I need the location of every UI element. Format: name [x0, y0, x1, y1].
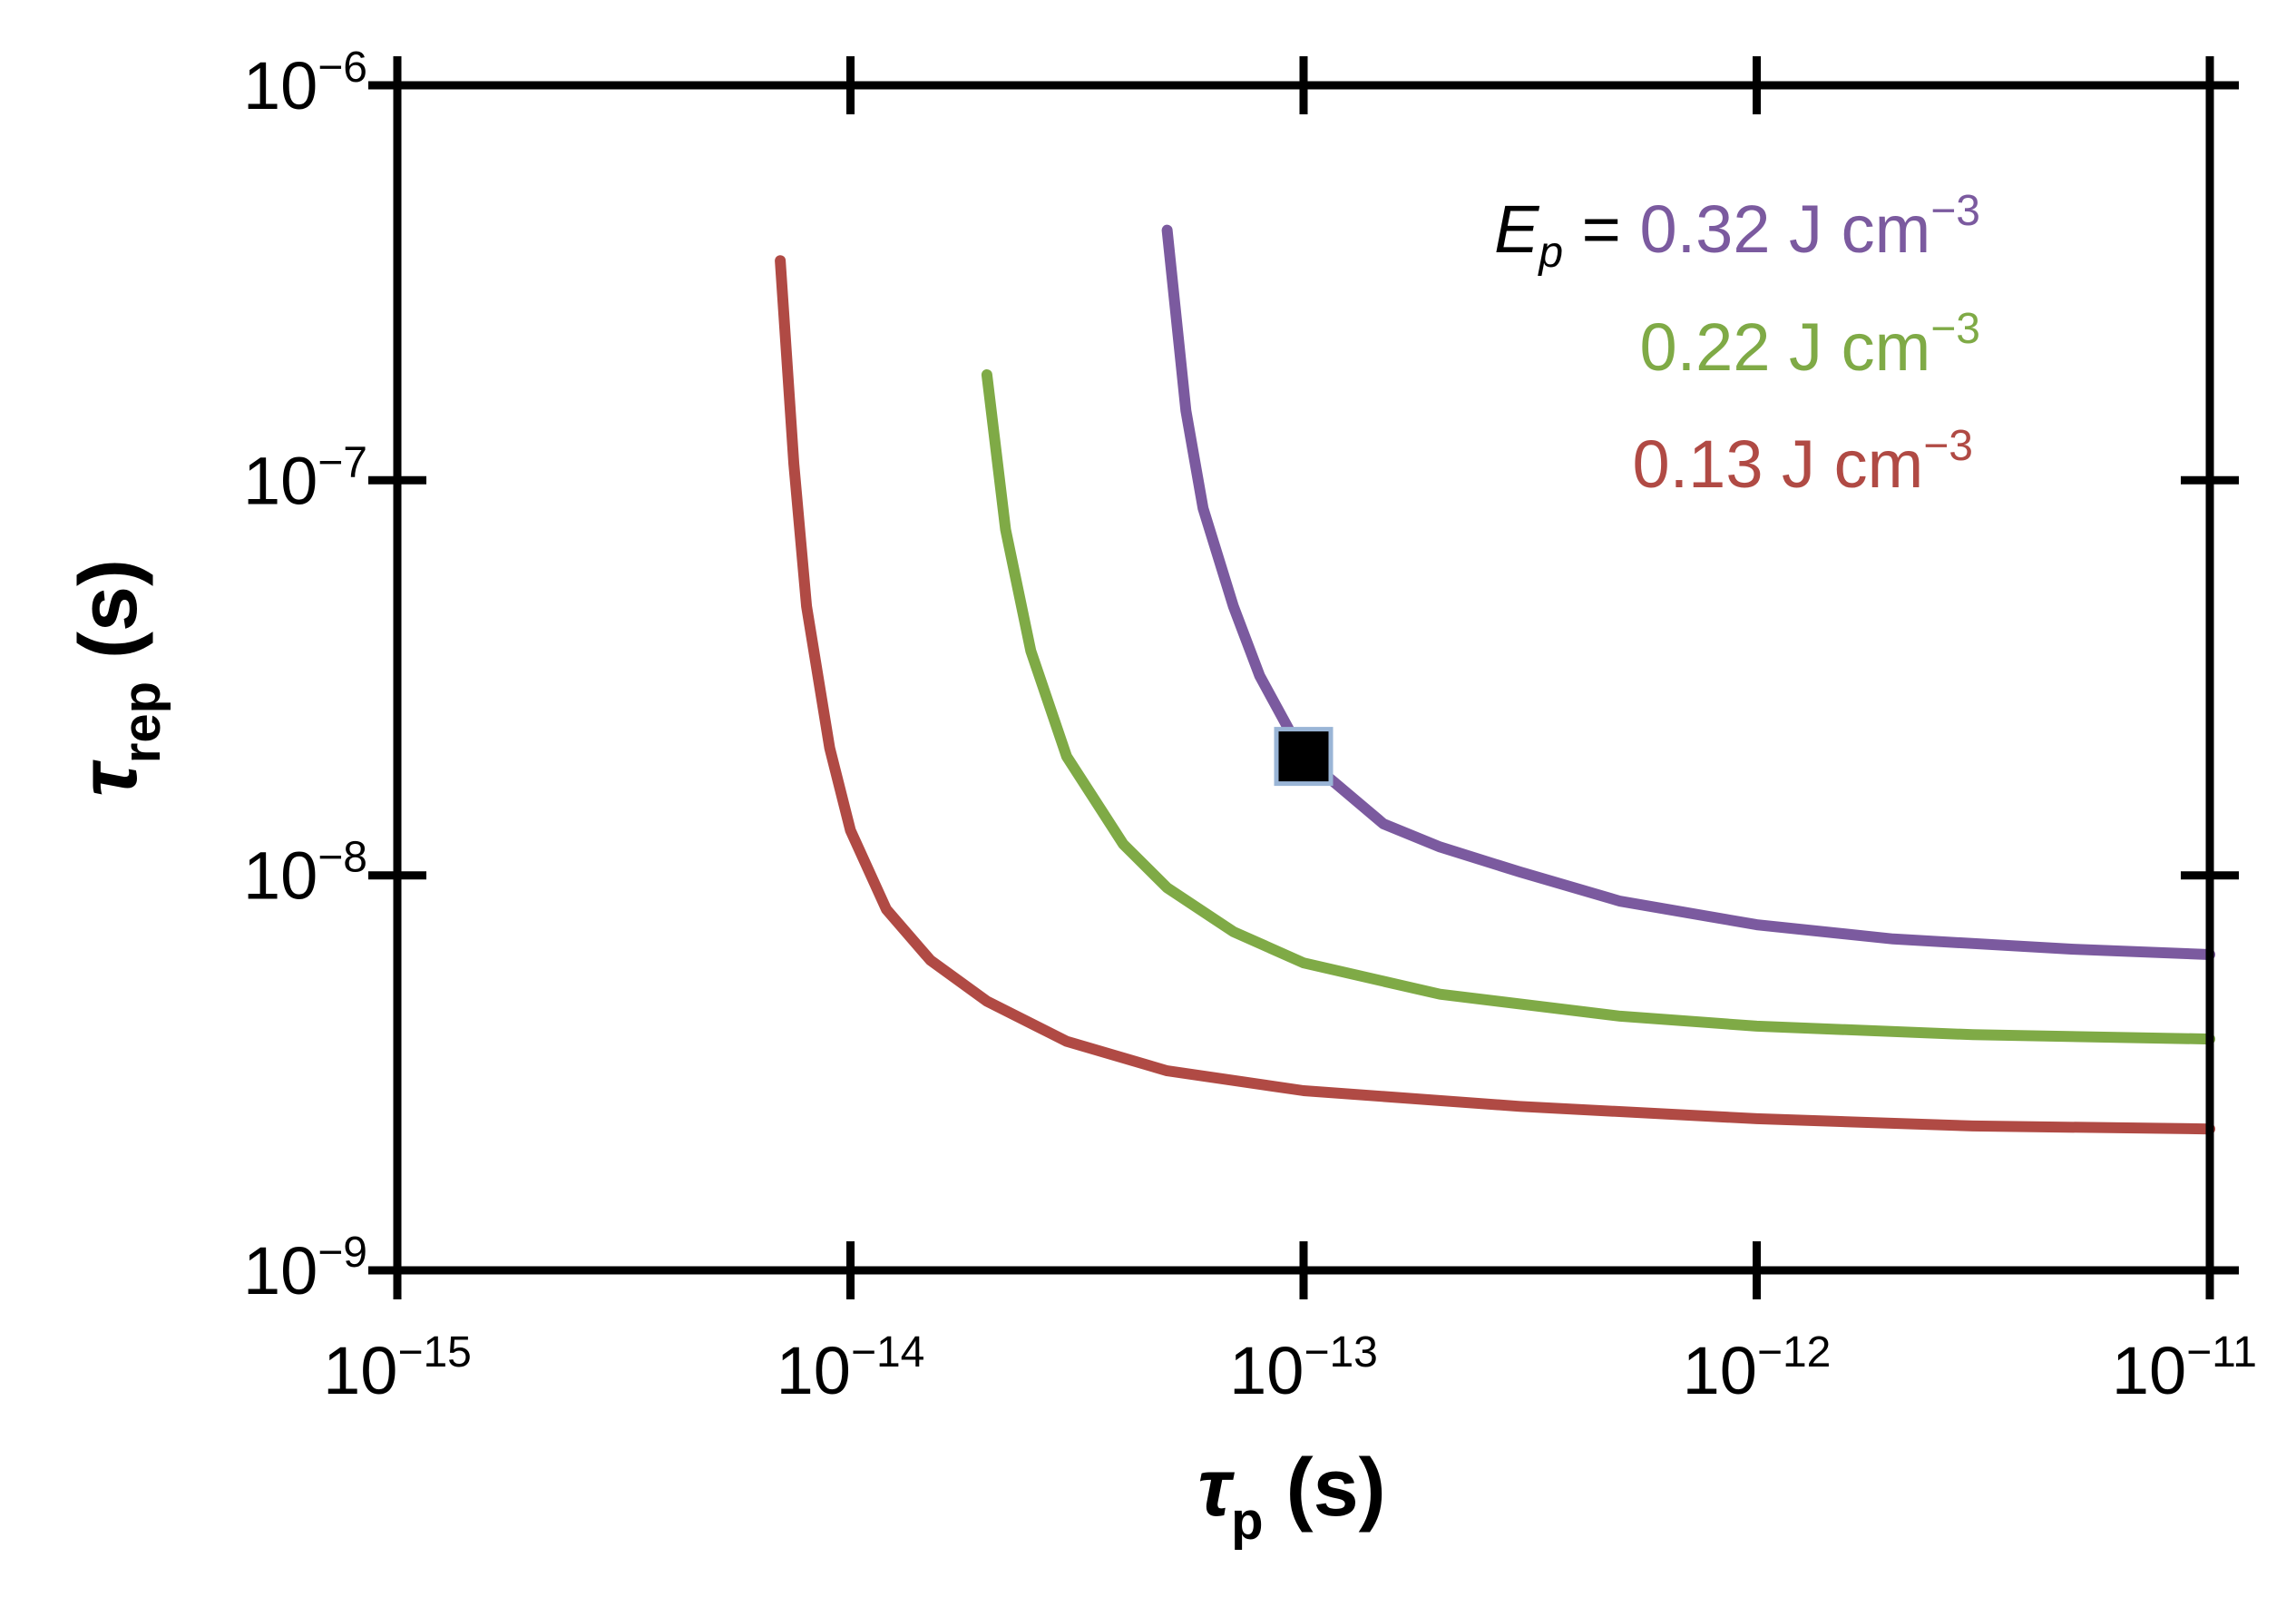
y-tick-label-1: 10−8 [243, 834, 367, 914]
series-layer [775, 224, 2215, 1135]
legend-entry-0-13: 0.13 J cm−3 [1632, 422, 1973, 502]
series-line-1 [1161, 224, 2215, 960]
x-tick-label-3: 10−12 [1683, 1328, 1832, 1408]
legend: Ep = 0.32 J cm−3 0.22 J cm−3 0.13 J cm−3 [1494, 187, 1980, 502]
x-axis-title: τp (s) [1197, 1443, 1385, 1551]
x-tick-label-4: 10−11 [2112, 1328, 2257, 1408]
x-tick-label-1: 10−14 [777, 1328, 925, 1408]
legend-entry-0-22: 0.22 J cm−3 [1639, 305, 1980, 385]
series-line-3 [775, 255, 2215, 1135]
y-tick-label-0: 10−9 [243, 1229, 367, 1308]
legend-entry-0-32: Ep = 0.32 J cm−3 [1494, 187, 1980, 277]
y-tick-label-3: 10−6 [243, 44, 367, 123]
y-axis-title: τrep (s) [64, 559, 171, 797]
marker-layer [1274, 727, 1334, 787]
x-tick-label-0: 10−15 [323, 1328, 472, 1408]
tick-label-layer: 10−15 10−14 10−13 10−12 10−11 10−9 10−8 10−7 10−… [243, 44, 2257, 1408]
x-tick-label-2: 10−13 [1229, 1328, 1378, 1408]
series-line-2 [981, 369, 2215, 1045]
tick-layer [368, 56, 2239, 1299]
highlight-marker [1274, 727, 1334, 787]
y-tick-label-2: 10−7 [243, 438, 367, 518]
